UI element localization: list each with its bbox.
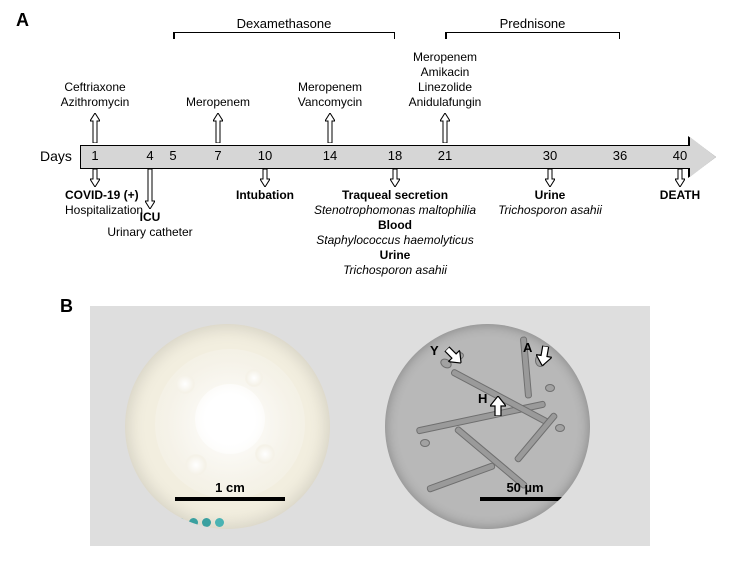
day-tick: 1 [91, 148, 98, 163]
day-tick: 4 [146, 148, 153, 163]
down-arrow-icon [675, 169, 685, 187]
day-tick: 36 [613, 148, 627, 163]
down-arrow-icon [260, 169, 270, 187]
medication-label: CeftriaxoneAzithromycin [61, 80, 130, 110]
treatment-label: Dexamethasone [237, 16, 332, 31]
treatment-label: Prednisone [500, 16, 566, 31]
down-arrow-icon [545, 169, 555, 187]
day-tick: 18 [388, 148, 402, 163]
white-arrow-icon [490, 396, 506, 416]
panel-b-label: B [60, 296, 73, 317]
up-arrow-icon [325, 113, 335, 143]
microscopy-annotation: H [478, 391, 487, 406]
clinical-event-label: ICUUrinary catheter [107, 210, 192, 240]
microscopy-annotation: A [523, 340, 532, 355]
panel-b: B 1 cm 50 µm Y A [10, 296, 721, 551]
medication-label: MeropenemVancomycin [298, 80, 362, 110]
panel-a-label: A [16, 10, 29, 31]
microscopy-annotation: Y [430, 343, 439, 358]
down-arrow-icon [145, 169, 155, 209]
scalebar-right [480, 497, 570, 501]
scalebar-right-label: 50 µm [506, 480, 543, 495]
clinical-event-label: Traqueal secretionStenotrophomonas malto… [314, 188, 476, 278]
day-tick: 30 [543, 148, 557, 163]
medication-label: Meropenem [186, 95, 250, 110]
plate-dots [163, 518, 224, 527]
day-tick: 7 [214, 148, 221, 163]
up-arrow-icon [440, 113, 450, 143]
day-tick: 21 [438, 148, 452, 163]
timeline-arrowhead [690, 137, 716, 177]
clinical-event-label: UrineTrichosporon asahii [498, 188, 602, 218]
day-tick: 14 [323, 148, 337, 163]
down-arrow-icon [90, 169, 100, 187]
day-tick: 40 [673, 148, 687, 163]
day-tick: 5 [169, 148, 176, 163]
days-label: Days [40, 148, 72, 164]
treatment-bracket [173, 32, 395, 39]
up-arrow-icon [213, 113, 223, 143]
microscopy-view: 50 µm [385, 324, 590, 529]
clinical-event-label: DEATH [660, 188, 700, 203]
up-arrow-icon [90, 113, 100, 143]
clinical-event-label: Intubation [236, 188, 294, 203]
white-arrow-icon [534, 345, 553, 367]
treatment-bracket [445, 32, 620, 39]
scalebar-left [175, 497, 285, 501]
culture-dish: 1 cm [125, 324, 330, 529]
day-tick: 10 [258, 148, 272, 163]
down-arrow-icon [390, 169, 400, 187]
medication-label: MeropenemAmikacinLinezolideAnidulafungin [409, 50, 482, 110]
scalebar-left-label: 1 cm [215, 480, 245, 495]
panel-a: A Dexamethasone Prednisone Days 14571014… [10, 10, 721, 290]
